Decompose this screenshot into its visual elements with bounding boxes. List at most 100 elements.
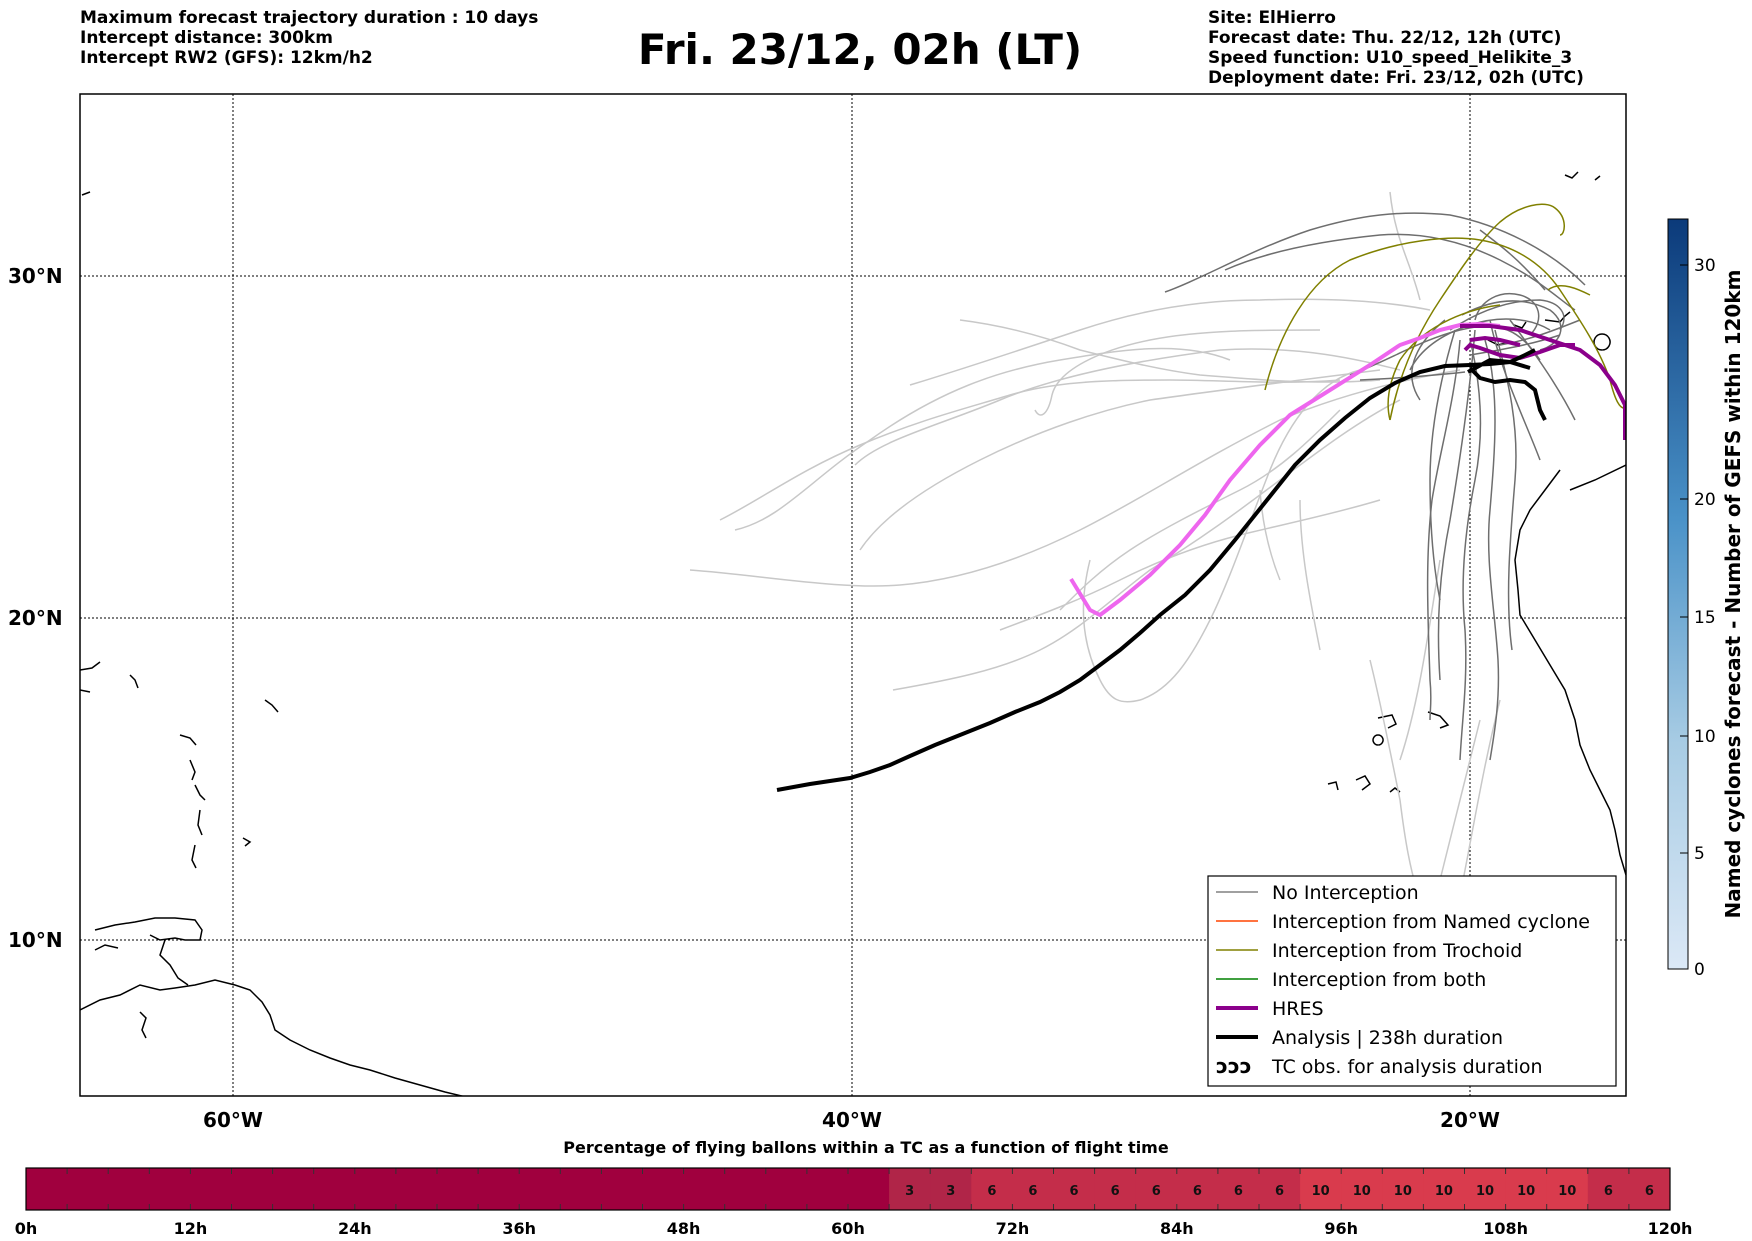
colorbar-label: Named cyclones forecast - Number of GEFS… (1721, 270, 1745, 919)
colorbar-tick-label: 5 (1694, 844, 1705, 864)
timebar-cell (1012, 1168, 1054, 1210)
timebar-cell-value: 6 (1193, 1184, 1202, 1199)
lon-label-40w: 40°W (822, 1108, 882, 1132)
timebar-cell (26, 1168, 68, 1210)
no-interception-trajectories (1164, 212, 1586, 761)
timebar-cell (1382, 1168, 1424, 1210)
intercept-rw2-text: Intercept RW2 (GFS): 12km/h2 (80, 48, 373, 68)
header-right: Site: ElHierro Forecast date: Thu. 22/12… (1208, 8, 1584, 88)
legend-item: No Interception (1216, 882, 1419, 904)
timebar-cell (67, 1168, 109, 1210)
timebar-tick-label: 60h (831, 1219, 865, 1238)
timebar-cell (642, 1168, 685, 1210)
colorbar-tick-label: 10 (1694, 727, 1716, 747)
timebar-cell (1423, 1168, 1465, 1210)
timebar-cell (848, 1168, 890, 1210)
timebar-cell-value: 6 (1604, 1184, 1613, 1199)
colorbar-tick-label: 0 (1694, 960, 1705, 980)
timebar-tick-label: 0h (15, 1219, 38, 1238)
legend-item: Interception from Named cyclone (1216, 911, 1590, 933)
legend-label: No Interception (1272, 882, 1419, 904)
timebar-cell (149, 1168, 191, 1210)
timebar-cell-value: 10 (1558, 1184, 1576, 1199)
forecast-date-text: Forecast date: Thu. 22/12, 12h (UTC) (1208, 28, 1562, 48)
timebar-cell (1464, 1168, 1507, 1210)
timebar-cell (478, 1168, 520, 1210)
legend-label: Analysis | 238h duration (1272, 1027, 1503, 1049)
timebar-tick-label: 24h (338, 1219, 372, 1238)
timebar-cell-value: 6 (1028, 1184, 1037, 1199)
timebar-cell-value: 6 (1111, 1184, 1120, 1199)
timebar-cell (272, 1168, 315, 1210)
speed-function-text: Speed function: U10_speed_Helikite_3 (1208, 48, 1573, 68)
timebar-cell (1053, 1168, 1096, 1210)
timebar-cell (806, 1168, 849, 1210)
timebar-cell (1135, 1168, 1178, 1210)
timebar-cell-value: 10 (1312, 1184, 1330, 1199)
lon-label-60w: 60°W (203, 1108, 263, 1132)
timebar-tick-label: 12h (174, 1219, 208, 1238)
legend-item: HRES (1216, 998, 1324, 1020)
timebar-cell (1546, 1168, 1589, 1210)
legend-label: TC obs. for analysis duration (1271, 1056, 1543, 1078)
timebar-cell-value: 10 (1517, 1184, 1535, 1199)
timebar-cell-value: 10 (1435, 1184, 1453, 1199)
timebar-cell (1341, 1168, 1383, 1210)
timebar-cell (1587, 1168, 1630, 1210)
map-gridlines (80, 94, 1626, 1096)
legend-item: ↄↄↄ TC obs. for analysis duration (1216, 1054, 1543, 1078)
legend-item: Interception from Trochoid (1216, 940, 1522, 962)
timebar-cell (190, 1168, 232, 1210)
timebar-cell-value: 10 (1353, 1184, 1371, 1199)
timebar-cell-value: 10 (1394, 1184, 1412, 1199)
timebar-tick-label: 108h (1483, 1219, 1528, 1238)
timebar-cell-value: 6 (987, 1184, 996, 1199)
colorbar-tick-label: 30 (1694, 256, 1716, 276)
legend-label: Interception from Trochoid (1272, 940, 1522, 962)
timebar-cell (765, 1168, 808, 1210)
timebar-cell (1628, 1168, 1671, 1210)
lat-label-10n: 10°N (8, 928, 63, 952)
coastlines (80, 171, 1626, 1096)
flight-time-bar: Percentage of flying ballons within a TC… (15, 1138, 1693, 1238)
timebar-cell (560, 1168, 602, 1210)
timebar-cell (1094, 1168, 1137, 1210)
timebar-cell (1217, 1168, 1260, 1210)
timebar-cell (930, 1168, 972, 1210)
timebar-cell (313, 1168, 356, 1210)
timebar-cell (395, 1168, 438, 1210)
timebar-cell (437, 1168, 479, 1210)
light-gray-trajectories (689, 191, 1501, 921)
timebar-cell (1259, 1168, 1301, 1210)
timebar-cell-value: 6 (1275, 1184, 1284, 1199)
hres-trajectory (1460, 324, 1626, 440)
trochoid-trajectories (1264, 203, 1626, 421)
timebar-tick-label: 120h (1648, 1219, 1693, 1238)
timebar-cell (724, 1168, 767, 1210)
page-title: Fri. 23/12, 02h (LT) (637, 25, 1083, 74)
legend-label: Interception from Named cyclone (1272, 911, 1590, 933)
timebar-tick-label: 36h (502, 1219, 536, 1238)
timebar-cell (601, 1168, 643, 1210)
timebar-cell (889, 1168, 931, 1210)
timebar-cell (354, 1168, 397, 1210)
timebar-cell-value: 3 (905, 1184, 914, 1199)
timebar-tick-label: 48h (667, 1219, 701, 1238)
timebar-cell (1505, 1168, 1548, 1210)
timebar-title: Percentage of flying ballons within a TC… (563, 1138, 1169, 1157)
lat-label-20n: 20°N (8, 606, 63, 630)
timebar-cell (683, 1168, 726, 1210)
map-axis-labels: 30°N 20°N 10°N 60°W 40°W 20°W (8, 264, 1500, 1132)
timebar-cell (519, 1168, 561, 1210)
legend-label: Interception from both (1272, 969, 1486, 991)
header-left: Maximum forecast trajectory duration : 1… (80, 8, 538, 68)
deployment-date-text: Deployment date: Fri. 23/12, 02h (UTC) (1208, 68, 1584, 88)
timebar-tick-label: 72h (996, 1219, 1030, 1238)
timebar-tick-label: 96h (1324, 1219, 1358, 1238)
timebar-tick-label: 84h (1160, 1219, 1194, 1238)
intercept-distance-text: Intercept distance: 300km (80, 28, 333, 48)
legend-label: HRES (1272, 998, 1324, 1020)
timebar-cell (108, 1168, 150, 1210)
tc-symbol-icon: ↄↄↄ (1216, 1054, 1252, 1078)
